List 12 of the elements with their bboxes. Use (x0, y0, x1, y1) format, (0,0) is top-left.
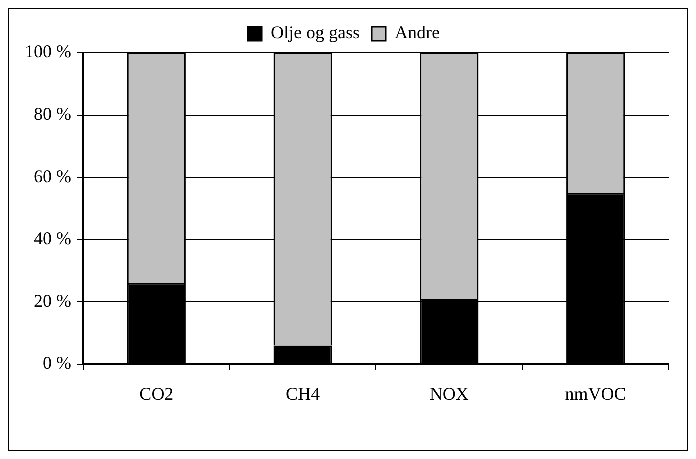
y-tick-label: 60 % (34, 166, 72, 186)
x-tick-label: nmVOC (565, 384, 626, 404)
legend-label: Olje og gass (271, 22, 360, 43)
y-tick-label: 40 % (34, 228, 72, 249)
y-tick-label: 100 % (24, 42, 72, 62)
y-tick-label: 0 % (42, 353, 72, 374)
x-tick-label: CH4 (286, 384, 320, 404)
y-tick-label: 20 % (34, 290, 72, 311)
legend-label: Andre (395, 22, 440, 43)
x-tick-label: CO2 (140, 384, 174, 404)
y-tick-label: 80 % (34, 104, 72, 124)
x-tick-label: NOX (430, 384, 469, 404)
